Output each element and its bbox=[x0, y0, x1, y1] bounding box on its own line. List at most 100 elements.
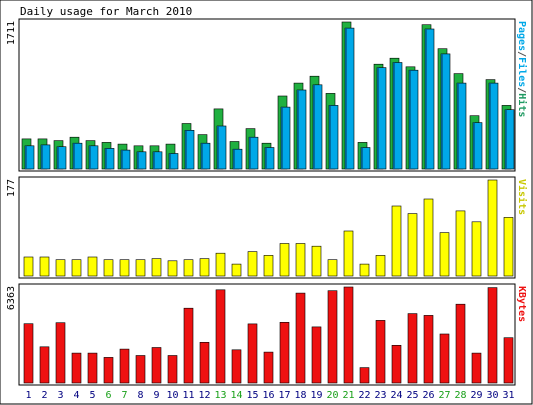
visits-bar bbox=[151, 258, 162, 277]
pages-bar bbox=[217, 126, 219, 169]
kbytes-bar bbox=[455, 303, 466, 384]
kbytes-bar bbox=[391, 344, 402, 384]
kbytes-bar bbox=[87, 352, 98, 384]
visits-bar bbox=[71, 259, 82, 277]
kbytes-bar bbox=[215, 289, 226, 384]
kbytes-bar bbox=[279, 321, 290, 384]
visits-bar bbox=[199, 258, 210, 277]
pages-bar bbox=[329, 105, 331, 169]
day-label: 29 bbox=[470, 390, 482, 401]
visits-bar bbox=[23, 256, 34, 277]
kbytes-bar bbox=[439, 333, 450, 384]
pages-bar bbox=[489, 83, 491, 169]
kbytes-bar bbox=[39, 346, 50, 384]
pages-bar bbox=[441, 53, 443, 169]
kbytes-bar bbox=[103, 357, 114, 384]
pages-bar bbox=[185, 130, 187, 169]
kbytes-bar bbox=[23, 323, 34, 384]
day-labels: 1 2 3 4 5 6 7 8 9 10 11 12 13 14 15 16 17 18 19 20 21 22 23 24 2… bbox=[25, 390, 514, 401]
pages-bar bbox=[89, 145, 91, 169]
kbytes-bar bbox=[423, 315, 434, 384]
day-label: 28 bbox=[454, 390, 466, 401]
day-label: 23 bbox=[374, 390, 386, 401]
pages-bar bbox=[281, 107, 283, 169]
kbytes-bar bbox=[183, 307, 194, 384]
day-label: 13 bbox=[214, 390, 226, 401]
visits-bar bbox=[119, 259, 130, 277]
day-label: 22 bbox=[358, 390, 370, 401]
hits-panel-legend-item: Hits bbox=[516, 93, 528, 117]
kbytes-bar bbox=[151, 347, 162, 384]
pages-bar bbox=[473, 122, 475, 169]
visits-bar bbox=[487, 179, 498, 277]
visits-panel-legend-item: Visits bbox=[516, 179, 528, 215]
pages-bar bbox=[153, 151, 155, 169]
visits-bar bbox=[55, 259, 66, 277]
kbytes-bar bbox=[231, 349, 242, 384]
kbytes-bar bbox=[343, 286, 354, 384]
visits-bar bbox=[231, 263, 242, 277]
visits-bar bbox=[343, 230, 354, 277]
kbytes-bar bbox=[135, 355, 146, 384]
kbytes-panel-legend: KBytes bbox=[516, 286, 527, 322]
day-label: 18 bbox=[294, 390, 306, 401]
visits-bar bbox=[279, 243, 290, 277]
kbytes-bar bbox=[471, 352, 482, 384]
pages-bar bbox=[345, 28, 347, 169]
pages-bar bbox=[425, 29, 427, 169]
visits-bar bbox=[247, 251, 258, 277]
day-label: 10 bbox=[166, 390, 178, 401]
hits-panel: 1711 Pages/Files/Hits bbox=[6, 18, 528, 172]
day-label: 4 bbox=[73, 390, 79, 401]
hits-panel-max-label: 1711 bbox=[6, 21, 17, 45]
pages-bar bbox=[505, 109, 507, 169]
pages-bar bbox=[137, 151, 139, 169]
pages-bar bbox=[121, 150, 123, 169]
visits-bar bbox=[423, 198, 434, 277]
pages-bar bbox=[393, 62, 395, 169]
visits-panel: 177 Visits bbox=[6, 176, 528, 279]
pages-bar bbox=[377, 67, 379, 169]
kbytes-bar bbox=[167, 355, 178, 384]
day-label: 11 bbox=[182, 390, 194, 401]
kbytes-bar bbox=[375, 320, 386, 384]
day-label: 19 bbox=[310, 390, 322, 401]
visits-bar bbox=[167, 260, 178, 277]
kbytes-bar bbox=[119, 348, 130, 384]
pages-bar bbox=[57, 146, 59, 169]
pages-bar bbox=[409, 70, 411, 169]
day-label: 24 bbox=[390, 390, 402, 401]
visits-bar bbox=[311, 245, 322, 277]
visits-bar bbox=[407, 213, 418, 277]
day-label: 3 bbox=[57, 390, 63, 401]
visits-bar bbox=[391, 205, 402, 277]
visits-bar bbox=[503, 217, 514, 277]
day-label: 12 bbox=[198, 390, 210, 401]
chart-title: Daily usage for March 2010 bbox=[20, 5, 192, 18]
visits-panel-max-label: 177 bbox=[6, 179, 17, 197]
kbytes-bar bbox=[71, 352, 82, 384]
kbytes-bar bbox=[327, 290, 338, 384]
pages-bar bbox=[73, 143, 75, 169]
day-label: 16 bbox=[262, 390, 274, 401]
kbytes-bar bbox=[487, 287, 498, 384]
pages-bar bbox=[361, 147, 363, 169]
day-label: 30 bbox=[486, 390, 498, 401]
day-label: 5 bbox=[89, 390, 95, 401]
kbytes-bar bbox=[503, 337, 514, 384]
visits-bar bbox=[215, 252, 226, 277]
day-label: 26 bbox=[422, 390, 434, 401]
visits-bar bbox=[295, 243, 306, 277]
pages-bar bbox=[105, 148, 107, 169]
visits-panel-legend: Visits bbox=[516, 179, 528, 215]
day-label: 31 bbox=[502, 390, 514, 401]
day-label: 2 bbox=[41, 390, 47, 401]
pages-bar bbox=[297, 90, 299, 169]
visits-bar bbox=[471, 221, 482, 277]
pages-bar bbox=[265, 147, 267, 169]
kbytes-bar bbox=[295, 292, 306, 384]
hits-panel-legend-item: / bbox=[516, 87, 527, 93]
hits-panel-legend-item: Files bbox=[516, 57, 528, 87]
day-label: 14 bbox=[230, 390, 242, 401]
